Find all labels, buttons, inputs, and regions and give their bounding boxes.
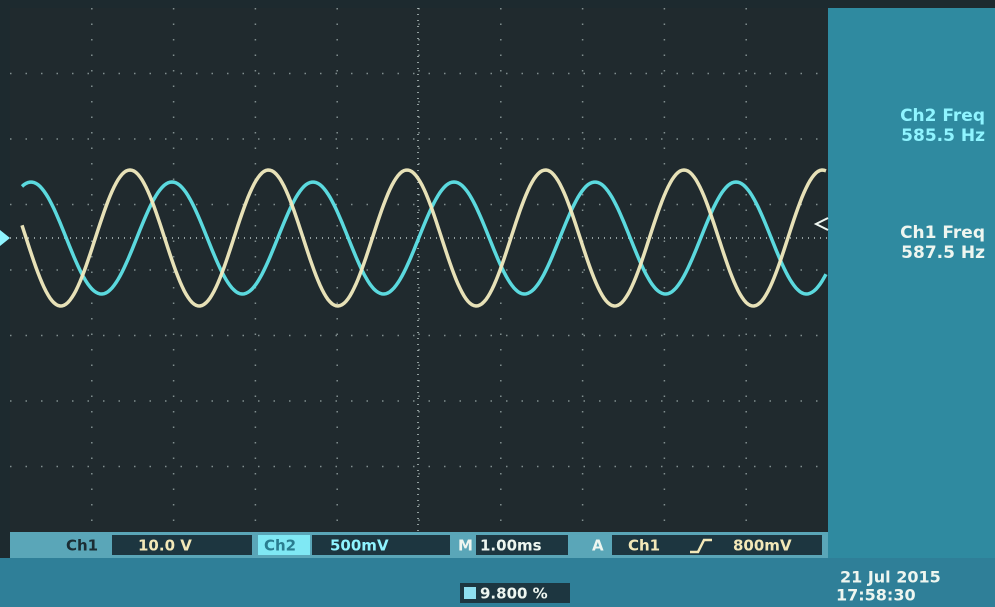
trigger-label: A — [592, 537, 604, 555]
measurement-value: 587.5 Hz — [901, 243, 985, 263]
time: 17:58:30 — [836, 586, 916, 605]
ch2-scale: 500mV — [330, 537, 389, 555]
measurement-label: Ch2 Freq — [900, 106, 985, 126]
ch1-scale: 10.0 V — [138, 537, 192, 555]
ch1-label: Ch1 — [66, 537, 98, 555]
trigger-icon — [464, 587, 476, 599]
ch2-label: Ch2 — [264, 537, 296, 555]
trigger-level: 800mV — [733, 537, 792, 555]
time-label: M — [458, 537, 473, 555]
page: {"measurements": [{"label": "Ch2 Freq", … — [0, 0, 995, 607]
time-scale: 1.00ms — [480, 537, 542, 555]
side-panel — [828, 8, 995, 558]
trigger-source: Ch1 — [628, 537, 660, 555]
trigger-position: 9.800 % — [480, 585, 548, 603]
oscilloscope-screen: Ch2 Freq 585.5 Hz Ch1 Freq 587.5 Hz Ch1 … — [0, 0, 995, 607]
measurement-value: 585.5 Hz — [901, 126, 985, 146]
date: 21 Jul 2015 — [840, 568, 941, 587]
measurement-label: Ch1 Freq — [900, 223, 985, 243]
